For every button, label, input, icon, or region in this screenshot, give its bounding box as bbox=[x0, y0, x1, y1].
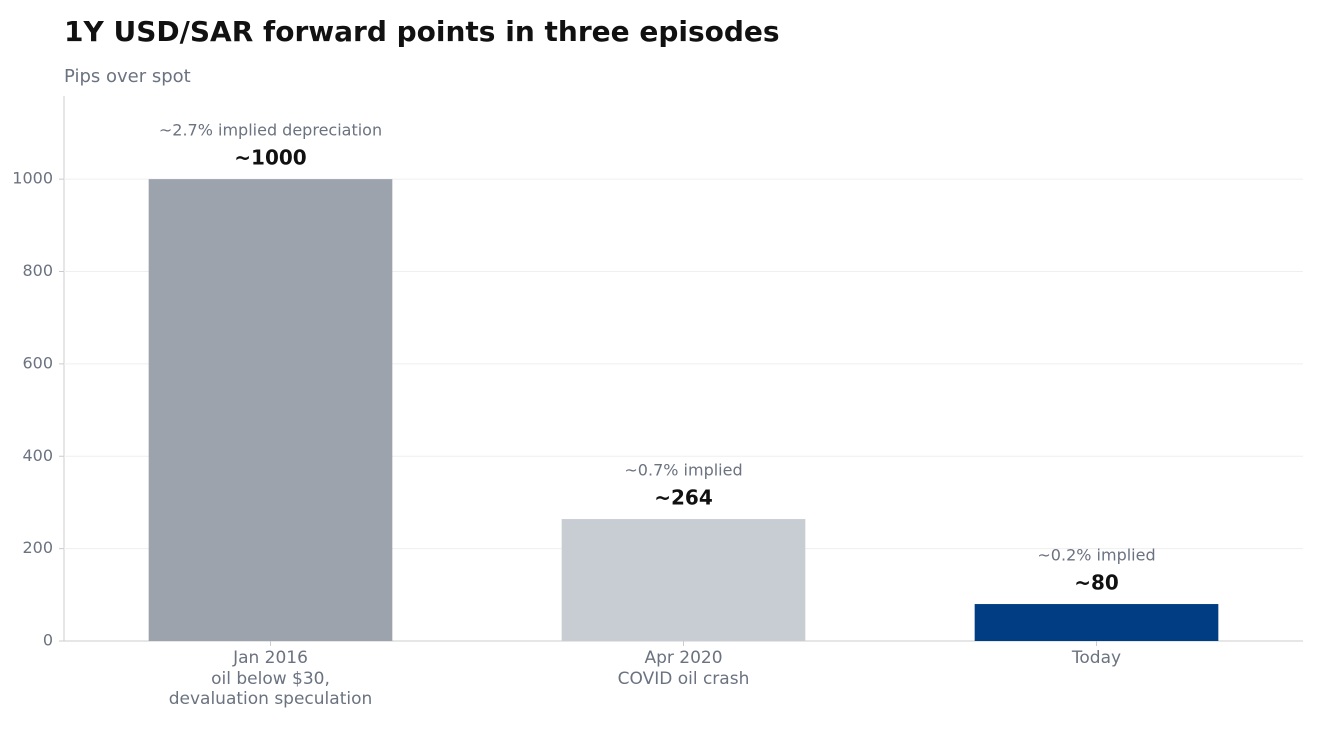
value-label: ~80 bbox=[1074, 571, 1119, 595]
chart-subtitle: Pips over spot bbox=[64, 66, 191, 87]
bar bbox=[974, 604, 1219, 641]
y-tick-label: 1000 bbox=[12, 169, 53, 188]
x-tick-label: Apr 2020 COVID oil crash bbox=[617, 648, 750, 689]
annotation: ~0.7% implied bbox=[624, 461, 742, 480]
y-tick-label: 200 bbox=[22, 538, 53, 557]
y-tick-label: 600 bbox=[22, 353, 53, 372]
bar bbox=[561, 519, 806, 641]
y-tick-label: 400 bbox=[22, 446, 53, 465]
x-tick-label: Jan 2016 oil below $30, devaluation spec… bbox=[168, 648, 373, 709]
x-tick-label: Today bbox=[1071, 648, 1122, 668]
annotation: ~0.2% implied bbox=[1037, 546, 1155, 565]
annotation: ~2.7% implied depreciation bbox=[159, 121, 382, 140]
value-label: ~264 bbox=[654, 486, 713, 510]
y-tick-label: 0 bbox=[43, 631, 53, 650]
value-label: ~1000 bbox=[234, 146, 306, 170]
bar bbox=[148, 179, 393, 641]
y-tick-label: 800 bbox=[22, 261, 53, 280]
chart-title: 1Y USD/SAR forward points in three episo… bbox=[64, 15, 780, 48]
